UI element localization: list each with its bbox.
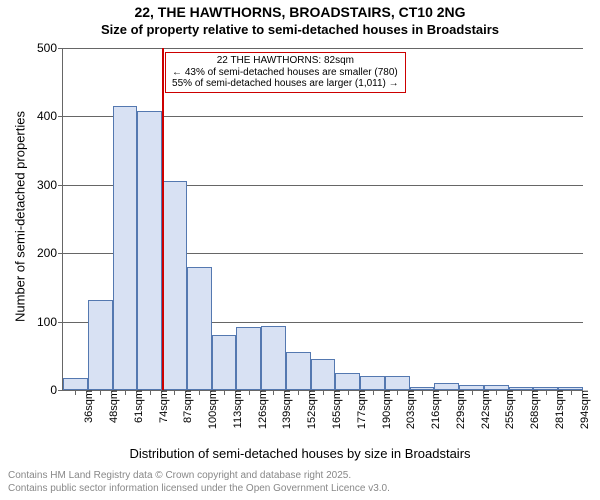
histogram-bar bbox=[113, 106, 138, 390]
histogram-bar bbox=[261, 326, 286, 390]
y-axis-label: Number of semi-detached properties bbox=[13, 67, 28, 367]
x-tickmark bbox=[75, 390, 76, 395]
x-tickmark bbox=[174, 390, 175, 395]
x-tick-label: 100sqm bbox=[203, 390, 219, 429]
histogram-bar bbox=[162, 181, 187, 390]
x-tickmark bbox=[447, 390, 448, 395]
x-tickmark bbox=[397, 390, 398, 395]
chart-title-line2: Size of property relative to semi-detach… bbox=[0, 22, 600, 37]
x-tick-label: 126sqm bbox=[253, 390, 269, 429]
y-tick-label: 0 bbox=[50, 383, 63, 397]
histogram-bar bbox=[311, 359, 336, 390]
x-tick-label: 255sqm bbox=[500, 390, 516, 429]
x-tickmark bbox=[373, 390, 374, 395]
x-tickmark bbox=[100, 390, 101, 395]
x-tick-label: 177sqm bbox=[352, 390, 368, 429]
x-tickmark bbox=[348, 390, 349, 395]
x-tick-label: 229sqm bbox=[451, 390, 467, 429]
x-tickmark bbox=[224, 390, 225, 395]
histogram-bar bbox=[360, 376, 385, 390]
x-tick-label: 152sqm bbox=[302, 390, 318, 429]
x-tick-label: 294sqm bbox=[575, 390, 591, 429]
x-tickmark bbox=[249, 390, 250, 395]
x-tickmark bbox=[298, 390, 299, 395]
x-tick-label: 165sqm bbox=[327, 390, 343, 429]
annotation-line3: 55% of semi-detached houses are larger (… bbox=[172, 78, 399, 90]
x-tickmark bbox=[546, 390, 547, 395]
histogram-bar bbox=[63, 378, 88, 390]
annotation-box: 22 THE HAWTHORNS: 82sqm← 43% of semi-det… bbox=[165, 52, 406, 93]
footer-line2: Contains public sector information licen… bbox=[0, 483, 600, 496]
x-tick-label: 268sqm bbox=[525, 390, 541, 429]
y-tick-label: 100 bbox=[37, 315, 63, 329]
x-tickmark bbox=[150, 390, 151, 395]
histogram-bar bbox=[88, 300, 113, 390]
histogram-bar bbox=[286, 352, 311, 390]
y-tick-label: 400 bbox=[37, 109, 63, 123]
x-tickmark bbox=[199, 390, 200, 395]
plot-area: 010020030040050036sqm48sqm61sqm74sqm87sq… bbox=[62, 48, 583, 391]
x-tickmark bbox=[472, 390, 473, 395]
x-tickmark bbox=[125, 390, 126, 395]
x-tickmark bbox=[496, 390, 497, 395]
x-tickmark bbox=[521, 390, 522, 395]
x-tick-label: 139sqm bbox=[277, 390, 293, 429]
x-tick-label: 203sqm bbox=[401, 390, 417, 429]
histogram-bar bbox=[335, 373, 360, 390]
gridline bbox=[63, 48, 583, 49]
y-tick-label: 300 bbox=[37, 178, 63, 192]
histogram-bar bbox=[212, 335, 237, 390]
x-tick-label: 36sqm bbox=[79, 390, 95, 423]
x-tickmark bbox=[571, 390, 572, 395]
x-tickmark bbox=[323, 390, 324, 395]
y-tick-label: 500 bbox=[37, 41, 63, 55]
x-tick-label: 61sqm bbox=[129, 390, 145, 423]
x-tick-label: 87sqm bbox=[178, 390, 194, 423]
chart-title-line1: 22, THE HAWTHORNS, BROADSTAIRS, CT10 2NG bbox=[0, 4, 600, 20]
marker-line bbox=[162, 48, 164, 390]
x-tick-label: 190sqm bbox=[377, 390, 393, 429]
x-axis-label: Distribution of semi-detached houses by … bbox=[0, 446, 600, 461]
x-tick-label: 281sqm bbox=[550, 390, 566, 429]
x-tick-label: 113sqm bbox=[228, 390, 244, 428]
histogram-bar bbox=[236, 327, 261, 390]
histogram-bar bbox=[385, 376, 410, 390]
histogram-bar bbox=[434, 383, 459, 390]
y-tick-label: 200 bbox=[37, 246, 63, 260]
histogram-bar bbox=[137, 111, 162, 390]
footer-line1: Contains HM Land Registry data © Crown c… bbox=[0, 470, 600, 483]
annotation-line2: ← 43% of semi-detached houses are smalle… bbox=[172, 67, 399, 79]
annotation-line1: 22 THE HAWTHORNS: 82sqm bbox=[172, 55, 399, 67]
x-tickmark bbox=[273, 390, 274, 395]
histogram-bar bbox=[187, 267, 212, 390]
x-tickmark bbox=[422, 390, 423, 395]
x-tick-label: 48sqm bbox=[104, 390, 120, 423]
x-tick-label: 242sqm bbox=[476, 390, 492, 429]
x-tick-label: 216sqm bbox=[426, 390, 442, 429]
x-tick-label: 74sqm bbox=[154, 390, 170, 423]
